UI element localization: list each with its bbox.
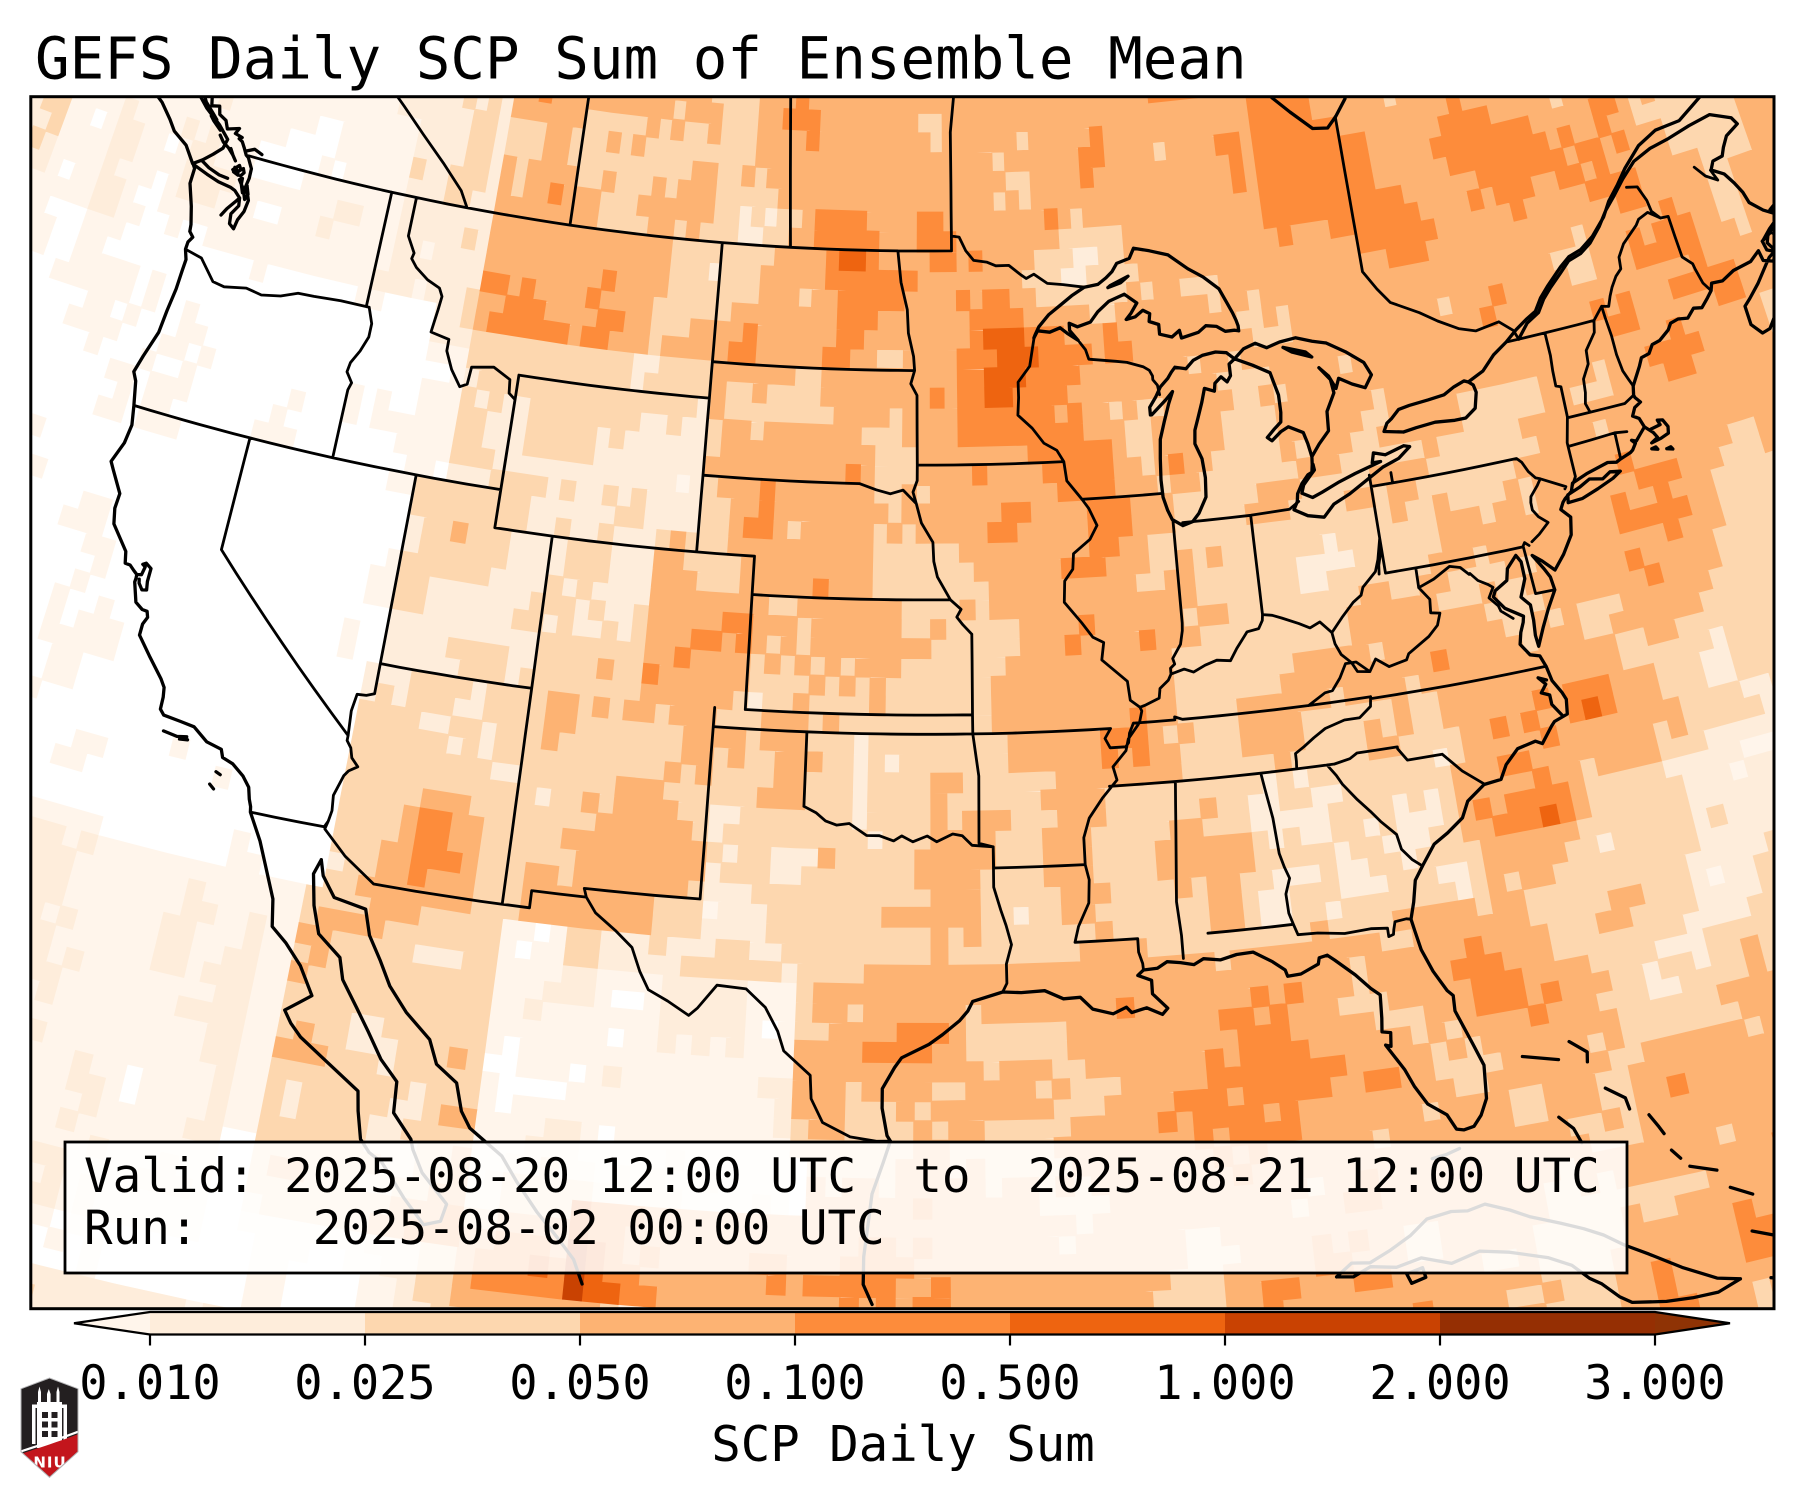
svg-text:GEFS Daily SCP Sum of Ensemble: GEFS Daily SCP Sum of Ensemble Mean [35,26,1247,93]
svg-text:SCP Daily Sum: SCP Daily Sum [711,1416,1095,1473]
svg-text:Run: 2025-08-02 00:00 UTC: Run: 2025-08-02 00:00 UTC [84,1201,885,1256]
svg-text:1.000: 1.000 [1154,1356,1295,1411]
svg-text:0.010: 0.010 [79,1356,220,1411]
svg-text:2.000: 2.000 [1369,1356,1510,1411]
svg-text:0.050: 0.050 [509,1356,650,1411]
svg-text:0.100: 0.100 [724,1356,865,1411]
svg-text:0.500: 0.500 [939,1356,1080,1411]
svg-text:Valid: 2025-08-20 12:00 UTC t: Valid: 2025-08-20 12:00 UTC to 2025-08-2… [84,1149,1600,1204]
svg-text:3.000: 3.000 [1584,1356,1725,1411]
svg-text:0.025: 0.025 [294,1356,435,1411]
svg-text:NIU: NIU [33,1454,66,1472]
